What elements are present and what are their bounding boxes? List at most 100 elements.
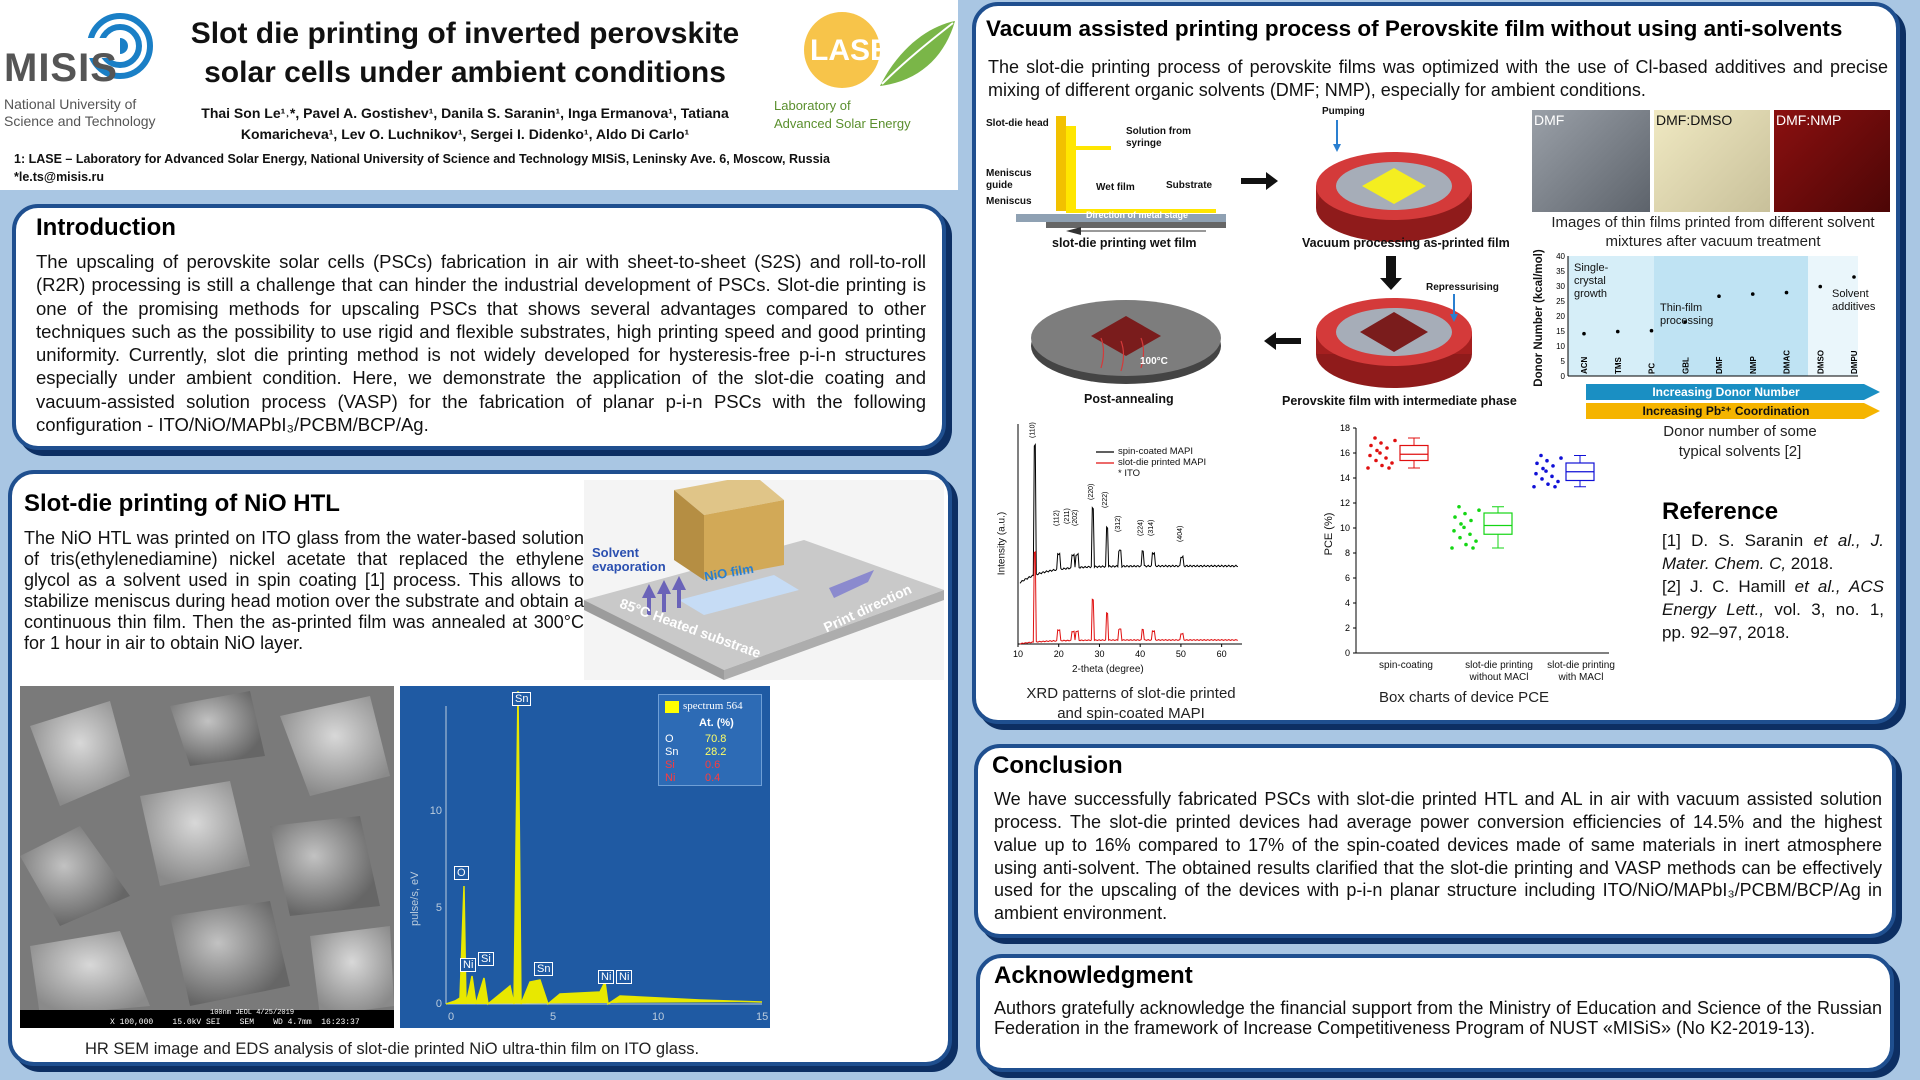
pce-point <box>1545 458 1549 463</box>
temperature-label: 100°C <box>1140 356 1168 367</box>
xrd-xtick: 20 <box>1054 649 1064 659</box>
film-label-dmf-nmp: DMF:NMP <box>1776 112 1842 128</box>
step3-caption: Perovskite film with intermediate phase <box>1282 394 1517 408</box>
title-line-2: solar cells under ambient conditions <box>204 56 726 89</box>
misis-logo: MISIS National University of Science and… <box>4 8 164 129</box>
donor-arrow-1-label: Increasing Donor Number <box>1652 385 1800 399</box>
reference-2-details: vol. 3, no. 1, pp. 92–97, 2018. <box>1662 599 1884 642</box>
xrd-peak-label: (220) <box>1088 484 1095 500</box>
reference-2: [2] J. C. Hamill et al., ACS Energy Lett… <box>1662 576 1884 645</box>
xrd-peak-label: (112) <box>1054 510 1061 526</box>
donor-label-thin-film: Thin-film processing <box>1660 302 1714 328</box>
reference-2-authors: [2] J. C. Hamill <box>1662 576 1795 596</box>
vacuum-text: The slot-die printing process of perovsk… <box>988 57 1888 100</box>
donor-ytick: 10 <box>1556 342 1565 351</box>
eds-ytick-0: 0 <box>436 998 442 1010</box>
pce-cat-3-line-2: with MACl <box>1558 671 1604 683</box>
eds-xtick-0: 0 <box>448 1011 454 1023</box>
eds-xtick-10: 10 <box>652 1011 664 1023</box>
eds-peak-sn-main: Sn <box>512 692 532 706</box>
sem-scale-text: 100nm JEOL 4/25/2019 <box>210 1009 295 1017</box>
pce-point <box>1369 443 1373 448</box>
lase-logo-icon <box>804 12 955 88</box>
eds-peak-sn-2: Sn <box>534 962 554 976</box>
eds-peak-ni-1: Ni <box>460 958 477 972</box>
donor-ylabel: Donor Number (kcal/mol) <box>1533 249 1545 387</box>
acknowledgment-panel: Acknowledgment Authors gratefully acknow… <box>976 954 1894 1072</box>
introduction-text: The upscaling of perovskite solar cells … <box>36 251 926 436</box>
donor-ytick: 15 <box>1556 327 1565 336</box>
slot-die-head-label: Slot-die head <box>986 118 1049 129</box>
pce-point <box>1550 474 1554 479</box>
wet-film-label: Wet film <box>1096 182 1135 193</box>
eds-ytick-5: 5 <box>436 902 442 914</box>
eds-row: Sn 28.2 <box>665 746 755 759</box>
pce-ytick: 14 <box>1340 473 1350 483</box>
pce-cat-2-line-2: without MACl <box>1469 671 1529 683</box>
lase-sub-1: Laboratory of <box>774 98 851 113</box>
donor-ytick: 40 <box>1556 252 1565 261</box>
nio-printing-diagram: Solvent evaporation NiO film 85°C Heated… <box>584 475 944 680</box>
step2-caption: Vacuum processing as-printed film <box>1302 236 1510 250</box>
title-line-1: Slot die printing of inverted perovskite <box>190 17 740 50</box>
reference-title: Reference <box>1662 498 1779 525</box>
eds-value: 0.4 <box>705 772 721 784</box>
pce-point <box>1532 484 1536 489</box>
pce-ytick: 0 <box>1345 648 1350 658</box>
pumping-label: Pumping <box>1322 106 1365 117</box>
donor-xlabel: TMS <box>1614 356 1623 374</box>
film-label-dmf-dmso: DMF:DMSO <box>1656 112 1733 128</box>
eds-rows: O 70.8 Sn 28.2 Si 0.6 Ni 0.4 <box>665 733 755 785</box>
donor-ytick: 25 <box>1556 297 1565 306</box>
eds-peak-ni-2: Ni <box>598 970 615 984</box>
eds-peak-si: Si <box>478 952 494 966</box>
xrd-peak-label: (312) <box>1115 516 1122 532</box>
eds-row: Si 0.6 <box>665 759 755 772</box>
xrd-legend-slot: slot-die printed MAPI <box>1118 457 1207 468</box>
pce-point <box>1452 529 1456 533</box>
solvent-evaporation-label: Solvent evaporation <box>592 545 666 575</box>
reference-1-authors: [1] D. S. Saranin <box>1662 531 1814 550</box>
nio-panel: Slot-die printing of NiO HTL The NiO HTL… <box>8 470 952 1066</box>
pce-point <box>1551 464 1555 468</box>
pce-point <box>1539 453 1543 458</box>
eds-legend-title: spectrum 564 <box>683 700 743 712</box>
pce-point <box>1468 532 1472 537</box>
eds-xtick-5: 5 <box>550 1011 556 1023</box>
pce-ytick: 16 <box>1340 448 1350 458</box>
donor-chart: 0 5 10 15 20 25 30 35 40 ACN TMS PC GBL DMF NMP DMAC DM… <box>1530 249 1894 424</box>
eds-value: 28.2 <box>705 746 727 758</box>
conclusion-panel: Conclusion We have successfully fabricat… <box>974 744 1896 938</box>
eds-peak-o: O <box>454 866 469 880</box>
film-photos: DMF DMF:DMSO DMF:NMP <box>1532 110 1892 216</box>
donor-ytick: 35 <box>1556 267 1565 276</box>
xrd-peak-label: (110) <box>1030 422 1037 438</box>
pce-ytick: 12 <box>1340 498 1350 508</box>
authors-line-1: Thai Son Le¹˒*, Pavel A. Gostishev¹, Dan… <box>201 105 729 121</box>
donor-point <box>1683 320 1688 324</box>
pce-point <box>1540 477 1544 481</box>
header: MISIS National University of Science and… <box>0 0 958 190</box>
pce-cat-2: slot-die printing without MACl <box>1454 660 1544 683</box>
solution-from-line-1: Solution from <box>1126 126 1191 137</box>
donor-label-single-crystal: Single-crystal growth <box>1574 262 1609 301</box>
email: *le.ts@misis.ru <box>14 170 105 184</box>
authors: Thai Son Le¹˒*, Pavel A. Gostishev¹, Dan… <box>150 103 780 145</box>
reference-1-year: 2018. <box>1786 553 1834 573</box>
eds-legend-colheader: At. (%) <box>699 717 734 729</box>
pce-point <box>1469 518 1473 523</box>
pce-point <box>1474 539 1478 543</box>
pce-ytick: 4 <box>1345 598 1350 608</box>
pce-point <box>1477 508 1481 512</box>
pce-point <box>1373 436 1377 440</box>
pce-cat-3-line-1: slot-die printing <box>1547 660 1615 671</box>
donor-point <box>1717 294 1721 298</box>
pce-cat-3: slot-die printing with MACl <box>1536 660 1626 683</box>
nio-text: The NiO HTL was printed on ITO glass fro… <box>24 528 584 654</box>
film-photo-dmf-nmp: DMF:NMP <box>1774 110 1890 212</box>
pce-point <box>1459 522 1463 526</box>
pce-point <box>1453 515 1457 519</box>
xrd-peak-label: (404) <box>1177 526 1184 542</box>
pce-point <box>1380 463 1384 468</box>
pce-point <box>1535 461 1539 466</box>
